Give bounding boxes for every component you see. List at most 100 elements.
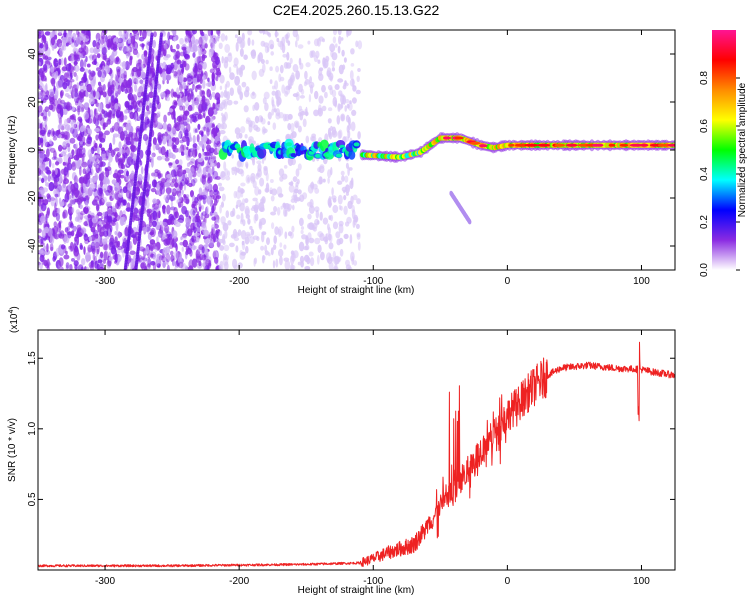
spectrogram-noise-blob bbox=[156, 236, 159, 243]
spectrogram-noise-blob bbox=[279, 176, 284, 182]
spectrogram-noise-blob bbox=[140, 262, 145, 269]
spectrogram-noise-blob bbox=[211, 155, 217, 161]
spectrogram-noise-blob bbox=[336, 115, 341, 125]
spectrogram-noise-blob bbox=[58, 144, 63, 152]
spectrogram-noise-blob bbox=[211, 55, 216, 63]
spectrogram-noise-blob bbox=[182, 48, 187, 58]
spectrogram-noise-blob bbox=[79, 82, 85, 93]
spectrogram-noise-blob bbox=[69, 213, 72, 221]
spectrogram-noise-blob bbox=[289, 232, 294, 239]
spectrogram-noise-blob bbox=[82, 175, 88, 184]
spectrogram-noise-blob bbox=[152, 210, 158, 221]
spectrogram-noise-blob bbox=[110, 73, 114, 79]
spectrogram-noise-blob bbox=[349, 180, 354, 190]
spectrogram-noise-blob bbox=[85, 56, 88, 63]
spectrogram-noise-blob bbox=[175, 243, 178, 252]
spectrogram-noise-blob bbox=[109, 191, 112, 200]
spectrogram-noise-blob bbox=[349, 70, 354, 80]
spectrogram-noise-blob bbox=[133, 137, 139, 142]
spectrogram-noise-blob bbox=[201, 175, 207, 185]
spectrogram-noise-blob bbox=[60, 57, 64, 66]
spectrogram-noise-blob bbox=[50, 196, 55, 207]
spectrogram-noise-blob bbox=[102, 238, 108, 245]
spectrogram-noise-blob bbox=[114, 231, 118, 235]
spectrogram-noise-blob bbox=[159, 185, 166, 195]
spectrogram-noise-blob bbox=[122, 199, 127, 206]
spectrogram-noise-blob bbox=[76, 230, 80, 239]
spectrogram-noise-blob bbox=[81, 161, 88, 168]
spectrogram-noise-blob bbox=[219, 74, 225, 84]
spectrogram-noise-blob bbox=[356, 198, 361, 205]
spectrogram-noise-blob bbox=[162, 260, 166, 269]
spectrogram-noise-blob bbox=[195, 39, 199, 45]
spectrogram-noise-blob bbox=[126, 170, 129, 177]
spectrogram-noise-blob bbox=[89, 152, 93, 162]
spectrogram-noise-blob bbox=[313, 109, 319, 117]
spectrogram-noise-blob bbox=[94, 58, 97, 65]
spectrogram-noise-blob bbox=[40, 75, 47, 82]
spectrogram-noise-blob bbox=[185, 265, 189, 270]
spectrogram-noise-blob bbox=[108, 201, 112, 207]
spectrogram-noise-blob bbox=[207, 77, 210, 82]
spectrogram-noise-blob bbox=[103, 110, 108, 118]
spectrogram-noise-blob bbox=[206, 127, 210, 137]
spectrogram-tone-peak bbox=[639, 143, 649, 147]
spectrogram-noise-blob bbox=[119, 62, 126, 67]
spectrogram-noise-blob bbox=[52, 256, 56, 262]
spectrogram-noise-blob bbox=[110, 100, 116, 110]
spectrogram-noise-blob bbox=[298, 57, 302, 66]
spectrogram-noise-blob bbox=[276, 96, 282, 106]
spectrogram-noise-blob bbox=[297, 125, 302, 133]
spectrogram-noise-blob bbox=[126, 52, 129, 59]
spectrogram-noise-blob bbox=[50, 66, 55, 73]
spectrogram-noise-blob bbox=[85, 202, 89, 208]
spectrogram-noise-blob bbox=[179, 63, 183, 69]
colorbar: 0.0 0.2 0.4 0.6 0.8 Normalized spectral ampl… bbox=[699, 30, 748, 277]
spectrogram-noise-blob bbox=[171, 137, 177, 143]
spectrogram-noise-blob bbox=[105, 189, 110, 196]
spectrogram-noise-blob bbox=[122, 241, 126, 249]
spectrogram-noise-blob bbox=[181, 246, 184, 252]
spectrogram-noise-blob bbox=[126, 156, 133, 166]
spectrogram-noise-blob bbox=[168, 162, 173, 166]
spectrogram-noise-blob bbox=[107, 41, 113, 48]
spectrogram-noise-blob bbox=[338, 35, 342, 45]
spectrogram-noise-blob bbox=[82, 168, 87, 175]
spectrogram-noise-blob bbox=[170, 255, 175, 263]
spectrogram-noise-blob bbox=[38, 152, 45, 161]
spectrogram-noise-blob bbox=[107, 81, 111, 90]
spectrogram-noise-blob bbox=[39, 82, 44, 91]
spectrogram-noise-blob bbox=[178, 83, 183, 92]
spectrogram-noise-blob bbox=[115, 221, 119, 232]
spectrogram-noise-blob bbox=[63, 254, 70, 260]
spectrogram-noise-blob bbox=[124, 226, 129, 237]
spectrogram-noise-blob bbox=[309, 50, 314, 59]
spectrogram-noise-blob bbox=[113, 183, 119, 192]
spectrogram-noise-blob bbox=[313, 38, 320, 47]
spectrogram-noise-blob bbox=[252, 104, 256, 112]
spectrogram-noise-blob bbox=[86, 136, 92, 145]
spectrogram-noise-blob bbox=[145, 94, 150, 102]
spectrogram-noise-blob bbox=[344, 80, 347, 86]
spectrogram-noise-blob bbox=[196, 163, 202, 174]
spectrogram-noise-blob bbox=[247, 218, 251, 225]
spectrogram-noise-blob bbox=[97, 38, 102, 46]
spectrogram-noise-blob bbox=[323, 58, 329, 69]
spectrogram-noise-blob bbox=[337, 78, 344, 83]
spectrogram-noise-blob bbox=[234, 34, 238, 38]
spectrogram-noise-blob bbox=[165, 54, 171, 58]
spectrogram-noise-blob bbox=[181, 46, 187, 51]
spectrogram-noise-blob bbox=[178, 159, 183, 166]
spectrogram-noise-blob bbox=[150, 252, 154, 259]
spectrogram-noise-blob bbox=[262, 97, 267, 105]
spectrogram-noise-blob bbox=[260, 40, 266, 47]
spectrogram-tone-peak bbox=[478, 144, 488, 148]
spectrogram-noise-blob bbox=[173, 92, 178, 98]
spectrogram-noise-blob bbox=[154, 246, 158, 253]
spectrogram-noise-blob bbox=[179, 139, 184, 144]
spectrogram-noise-blob bbox=[163, 238, 169, 246]
spectrogram-noise-blob bbox=[202, 79, 206, 89]
spectrogram-noise-blob bbox=[218, 107, 224, 111]
spectrogram-noise-blob bbox=[66, 189, 70, 197]
spectrogram-noise-blob bbox=[152, 254, 157, 261]
